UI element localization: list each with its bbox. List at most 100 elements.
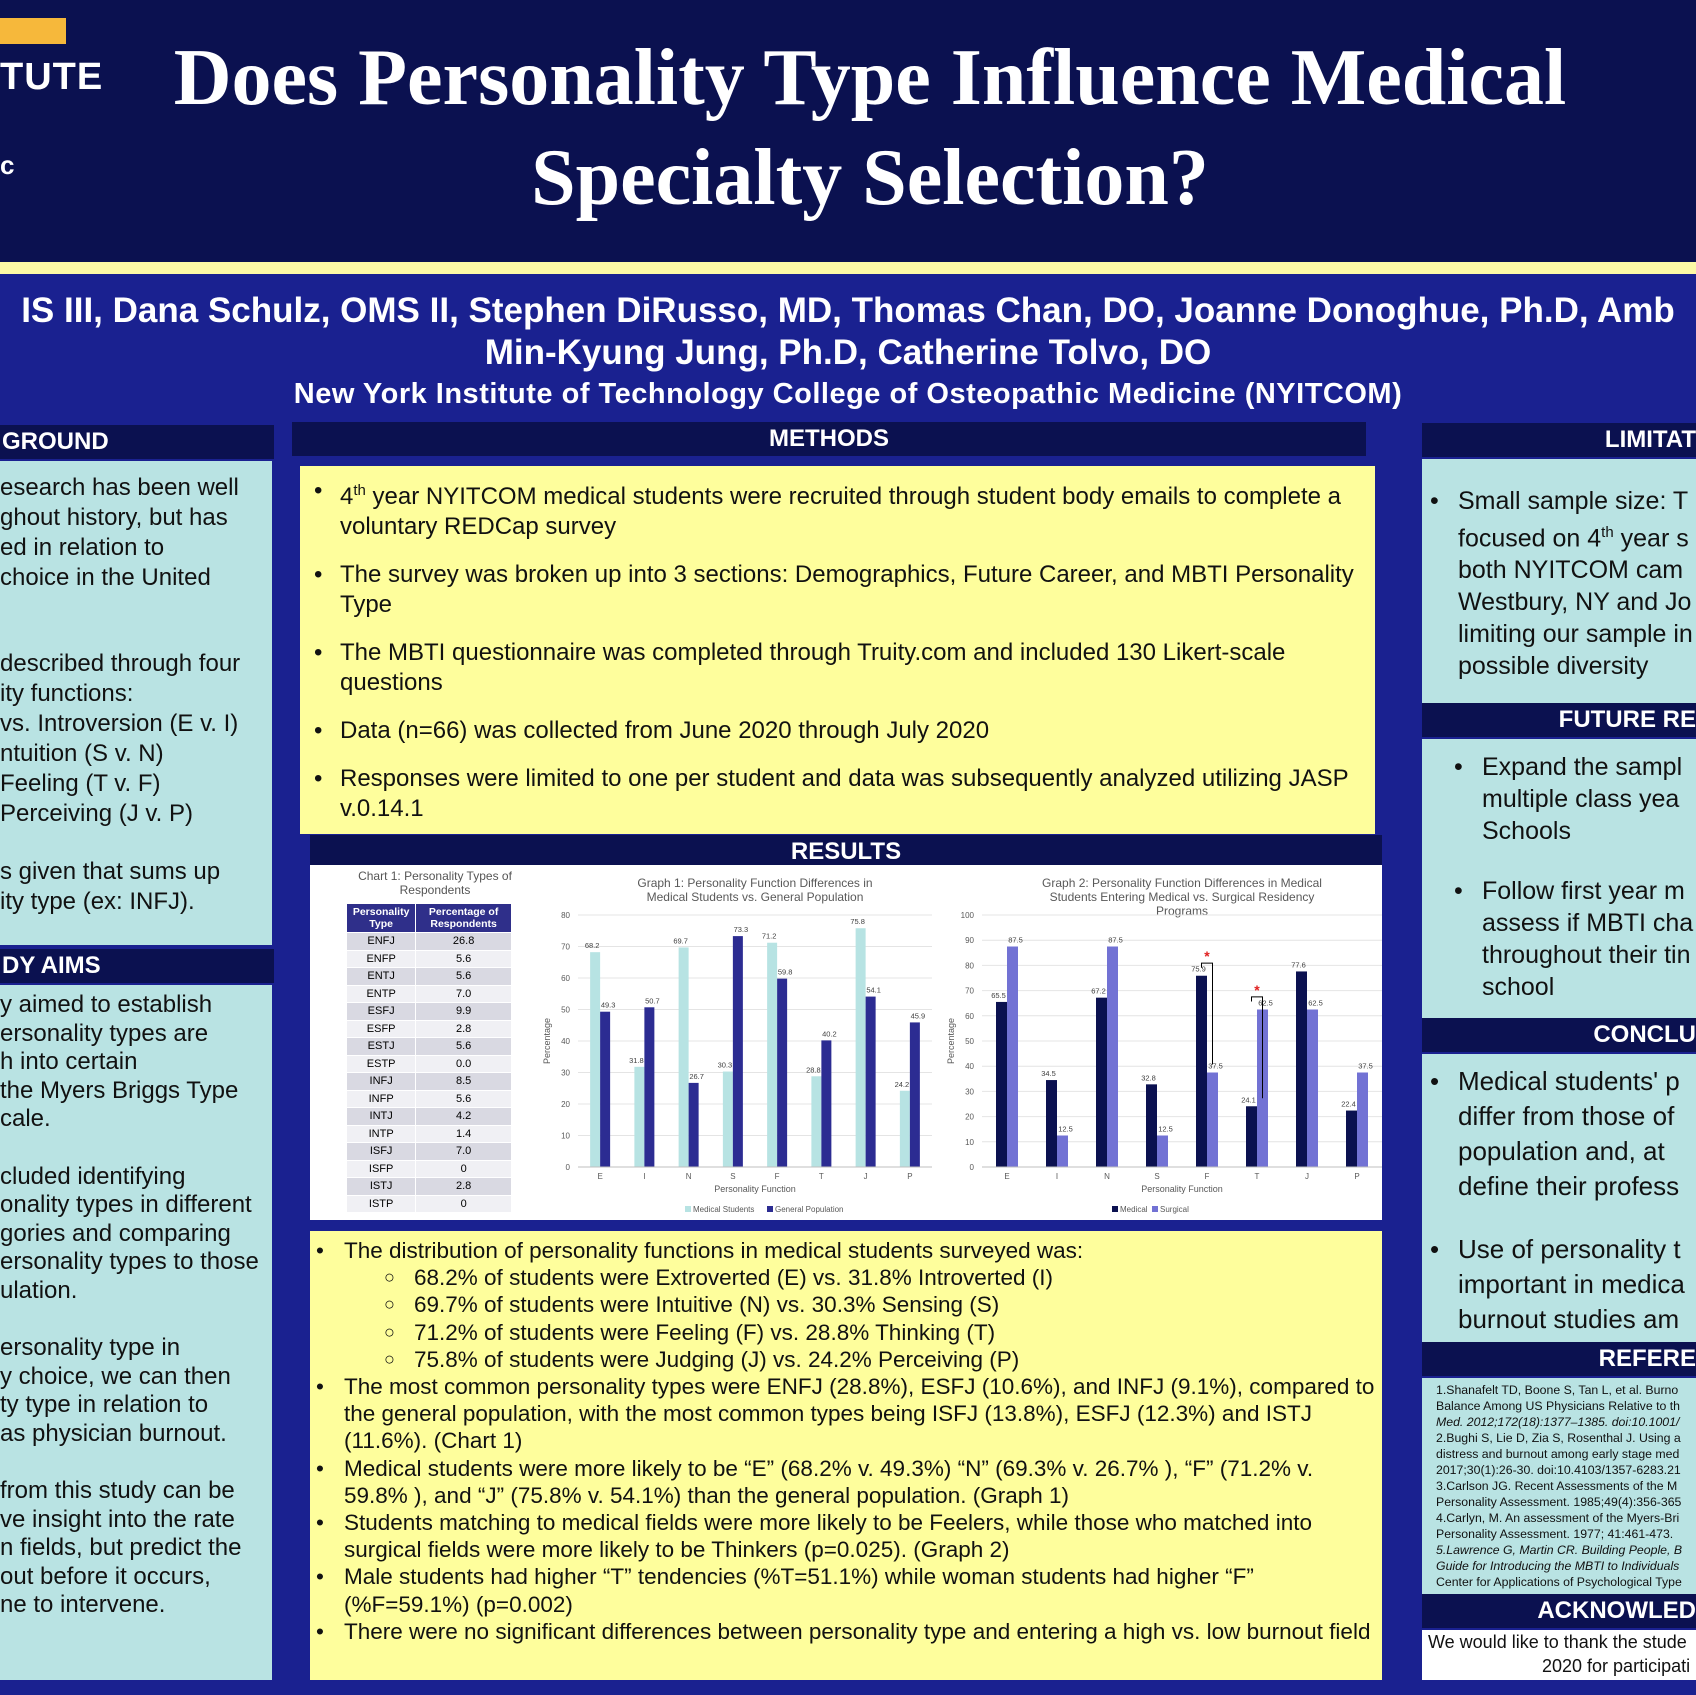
data-label: 12.5 (1158, 1125, 1173, 1134)
y-axis-label: Percentage (542, 1018, 552, 1064)
study-aims-line: ne to intervene. (0, 1591, 166, 1619)
personality-type-cell: ENFP (345, 949, 417, 968)
background-line: choice in the United (0, 564, 211, 591)
data-label: 31.8 (629, 1056, 644, 1065)
results-item: Medical students were more likely to be … (310, 1455, 1382, 1509)
limitations-panel: Small sample size: T focused on 4th year… (1422, 459, 1696, 704)
y-axis-label: Percentage (946, 1018, 956, 1064)
conclusions-heading: CONCLU (1422, 1018, 1696, 1052)
references-text: 1.Shanafelt TD, Boone S, Tan L, et al. B… (1436, 1382, 1696, 1590)
table-row: INFP 5.6 (345, 1089, 512, 1108)
table-row: INTJ 4.2 (345, 1107, 512, 1126)
y-tick-label: 80 (561, 911, 570, 920)
x-tick-label: I (643, 1172, 645, 1181)
limitations-line: limiting our sample in (1458, 620, 1693, 649)
acknowledgements-line: 2020 for participati (1542, 1656, 1691, 1676)
background-line: Perceiving (J v. P) (0, 800, 193, 827)
bar (644, 1007, 655, 1167)
percentage-cell: 5.6 (415, 967, 512, 986)
personality-type-cell: INFJ (345, 1072, 417, 1091)
bar (1007, 946, 1018, 1167)
table-row: ESTP 0.0 (345, 1054, 512, 1073)
study-aims-line: ersonality types to those (0, 1248, 259, 1276)
results-item: Male students had higher “T” tendencies … (310, 1563, 1382, 1617)
bar (1196, 975, 1207, 1167)
data-label: 54.1 (866, 986, 881, 995)
institution-name: New York Institute of Technology College… (293, 378, 1403, 410)
bar (767, 942, 778, 1167)
x-tick-label: J (864, 1172, 868, 1181)
y-tick-label: 0 (566, 1163, 571, 1172)
future-research-item: Expand the sampl multiple class yea School… (1446, 751, 1696, 847)
x-tick-label: F (775, 1172, 780, 1181)
x-tick-label: F (1205, 1172, 1210, 1181)
data-label: 22.4 (1341, 1100, 1356, 1109)
background-line: s given that sums up (0, 858, 221, 885)
y-tick-label: 10 (561, 1132, 570, 1141)
future-research-item-line: throughout their tin (1482, 941, 1691, 969)
background-line: ity functions: (0, 680, 134, 707)
percentage-cell: 7.0 (415, 1142, 512, 1161)
limitations-line: Small sample size: T (1458, 487, 1689, 515)
study-aims-line: cluded identifying (0, 1162, 186, 1190)
legend-swatch (1152, 1206, 1158, 1212)
results-heading: RESULTS (310, 835, 1382, 865)
results-item: The most common personality types were E… (310, 1373, 1382, 1455)
y-tick-label: 50 (965, 1037, 974, 1046)
title-line-2: Specialty Selection? (531, 134, 1209, 222)
data-label: 68.2 (585, 941, 600, 950)
bar (777, 978, 788, 1167)
personality-type-cell: ISFJ (345, 1142, 417, 1161)
data-label: 77.6 (1291, 960, 1306, 969)
y-tick-label: 100 (961, 911, 975, 920)
methods-superscript: th (353, 482, 366, 499)
methods-heading: METHODS (292, 422, 1366, 456)
future-research-item-line: Expand the sampl (1482, 753, 1683, 781)
data-label: 73.3 (734, 925, 749, 934)
conclusions-item: Medical students' p differ from those of p… (1422, 1064, 1696, 1204)
study-aims-line: y aimed to establish (0, 991, 213, 1018)
limitations-heading: LIMITAT (1422, 423, 1696, 457)
study-aims-text: y aimed to establish ersonality types are… (0, 991, 272, 1620)
graph1-medical-vs-general: Graph 1: Personality Function Difference… (542, 876, 932, 1214)
conclusions-panel: Medical students' p differ from those of p… (1422, 1054, 1696, 1342)
y-tick-label: 60 (965, 1012, 974, 1021)
conclusions-item-line: burnout studies am (1458, 1304, 1680, 1334)
conclusions-list: Medical students' p differ from those of p… (1422, 1064, 1696, 1337)
table-header-percentage: Percentage of Respondents (415, 903, 512, 933)
percentage-cell: 2.8 (415, 1019, 512, 1038)
logo-accent-bar (0, 18, 66, 44)
results-sub-item: 71.2% of students were Feeling (F) vs. 2… (310, 1319, 1382, 1346)
bar (600, 1011, 611, 1167)
x-tick-label: P (1354, 1172, 1359, 1181)
study-aims-line: ulation. (0, 1276, 78, 1304)
reference-line: 1.Shanafelt TD, Boone S, Tan L, et al. B… (1436, 1383, 1679, 1397)
chart-title: Graph 2: Personality Function Difference… (1042, 876, 1322, 890)
personality-type-cell: ENTJ (345, 967, 417, 986)
y-tick-label: 0 (970, 1163, 975, 1172)
x-tick-label: S (730, 1172, 735, 1181)
table-row: ISFJ 7.0 (345, 1142, 512, 1161)
results-item: The distribution of personality function… (310, 1237, 1382, 1264)
institute-logo-sub: c (0, 150, 15, 180)
x-tick-label: N (1104, 1172, 1110, 1181)
conclusions-item-line: Medical students' p (1458, 1066, 1680, 1096)
results-sub-item: 75.8% of students were Judging (J) vs. 2… (310, 1346, 1382, 1373)
data-label: 24.1 (1241, 1095, 1256, 1104)
data-label: 30.3 (718, 1061, 733, 1070)
legend-swatch (1112, 1206, 1118, 1212)
percentage-cell: 0.0 (415, 1054, 512, 1073)
x-tick-label: E (597, 1172, 602, 1181)
study-aims-heading: DY AIMS (0, 949, 274, 983)
poster-header (0, 0, 1696, 262)
bar (1107, 946, 1118, 1167)
chart-title: Students Entering Medical vs. Surgical R… (1050, 890, 1315, 904)
reference-line: Personality Assessment. 1985;49(4):356-3… (1436, 1495, 1682, 1509)
conclusions-item-line: important in medica (1458, 1269, 1685, 1299)
x-tick-label: P (907, 1172, 912, 1181)
study-aims-line: ve insight into the rate (0, 1505, 235, 1533)
references-heading: REFERE (1422, 1342, 1696, 1376)
legend-swatch (685, 1206, 691, 1212)
methods-item: Data (n=66) was collected from June 2020… (300, 716, 1355, 746)
legend-label: General Population (775, 1205, 844, 1214)
